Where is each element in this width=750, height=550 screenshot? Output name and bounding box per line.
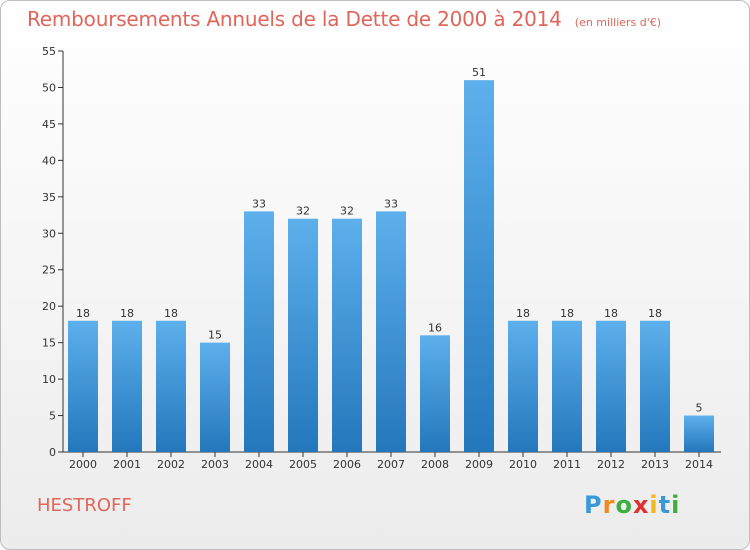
y-tick-label: 40 — [42, 154, 56, 167]
y-tick-label: 5 — [49, 410, 56, 423]
x-tick-label: 2013 — [641, 458, 669, 471]
commune-name: HESTROFF — [37, 495, 132, 516]
x-tick-label: 2006 — [333, 458, 361, 471]
data-label: 18 — [164, 307, 178, 320]
y-tick-label: 45 — [42, 118, 56, 131]
data-label: 15 — [208, 329, 222, 342]
y-tick-label: 35 — [42, 191, 56, 204]
x-tick-label: 2003 — [201, 458, 229, 471]
x-tick-label: 2000 — [69, 458, 97, 471]
data-label: 51 — [472, 66, 486, 79]
data-label: 18 — [516, 307, 530, 320]
proxiti-logo: Proxiti — [584, 491, 680, 519]
bar — [332, 218, 362, 452]
data-label: 16 — [428, 321, 442, 334]
y-axis: 0 5 10 15 20 25 30 35 40 45 50 55 — [42, 45, 64, 459]
bar — [156, 320, 186, 452]
data-label: 32 — [296, 205, 310, 218]
x-tick-label: 2004 — [245, 458, 273, 471]
data-label: 33 — [384, 197, 398, 210]
y-tick-label: 0 — [49, 446, 56, 459]
y-tick-label: 15 — [42, 337, 56, 350]
data-label: 18 — [120, 307, 134, 320]
logo-letter: x — [632, 491, 650, 519]
chart-subtitle: (en milliers d'€) — [574, 16, 662, 29]
bar — [200, 342, 230, 452]
bars — [68, 80, 714, 452]
y-tick-label: 20 — [42, 300, 56, 313]
logo-letter: o — [615, 491, 633, 519]
bar — [288, 218, 318, 452]
y-tick-label: 10 — [42, 373, 56, 386]
bar — [508, 320, 538, 452]
x-tick-label: 2007 — [377, 458, 405, 471]
bar — [596, 320, 626, 452]
data-label: 18 — [76, 307, 90, 320]
bar — [68, 320, 98, 452]
logo-letter: i — [649, 491, 659, 519]
x-tick-label: 2014 — [685, 458, 713, 471]
logo-letter: P — [584, 491, 603, 519]
chart-title: Remboursements Annuels de la Dette de 20… — [27, 7, 562, 31]
bar — [376, 211, 406, 452]
x-tick-label: 2008 — [421, 458, 449, 471]
y-tick-label: 30 — [42, 227, 56, 240]
data-label: 18 — [604, 307, 618, 320]
x-tick-label: 2001 — [113, 458, 141, 471]
x-tick-label: 2012 — [597, 458, 625, 471]
y-tick-label: 55 — [42, 45, 56, 58]
title-row: Remboursements Annuels de la Dette de 20… — [27, 7, 661, 31]
logo-letter: i — [671, 491, 681, 519]
bar — [244, 211, 274, 452]
bar — [684, 415, 714, 452]
x-tick-label: 2009 — [465, 458, 493, 471]
data-label: 32 — [340, 205, 354, 218]
data-label: 18 — [648, 307, 662, 320]
logo-letter: r — [602, 491, 616, 519]
logo-letter: t — [658, 491, 672, 519]
value-labels: 18 18 18 15 33 32 32 33 16 51 18 18 18 18 5 — [76, 66, 703, 414]
y-tick-label: 25 — [42, 264, 56, 277]
data-label: 33 — [252, 197, 266, 210]
data-label: 5 — [696, 402, 703, 415]
data-label: 18 — [560, 307, 574, 320]
x-tick-label: 2011 — [553, 458, 581, 471]
y-tick-label: 50 — [42, 81, 56, 94]
x-tick-label: 2002 — [157, 458, 185, 471]
bar — [112, 320, 142, 452]
x-tick-label: 2005 — [289, 458, 317, 471]
bar — [640, 320, 670, 452]
bar — [552, 320, 582, 452]
bar — [464, 80, 494, 452]
bar — [420, 335, 450, 452]
x-axis: 2000 2001 2002 2003 2004 2005 2006 2007 2008 2009… — [63, 451, 721, 471]
x-tick-label: 2010 — [509, 458, 537, 471]
